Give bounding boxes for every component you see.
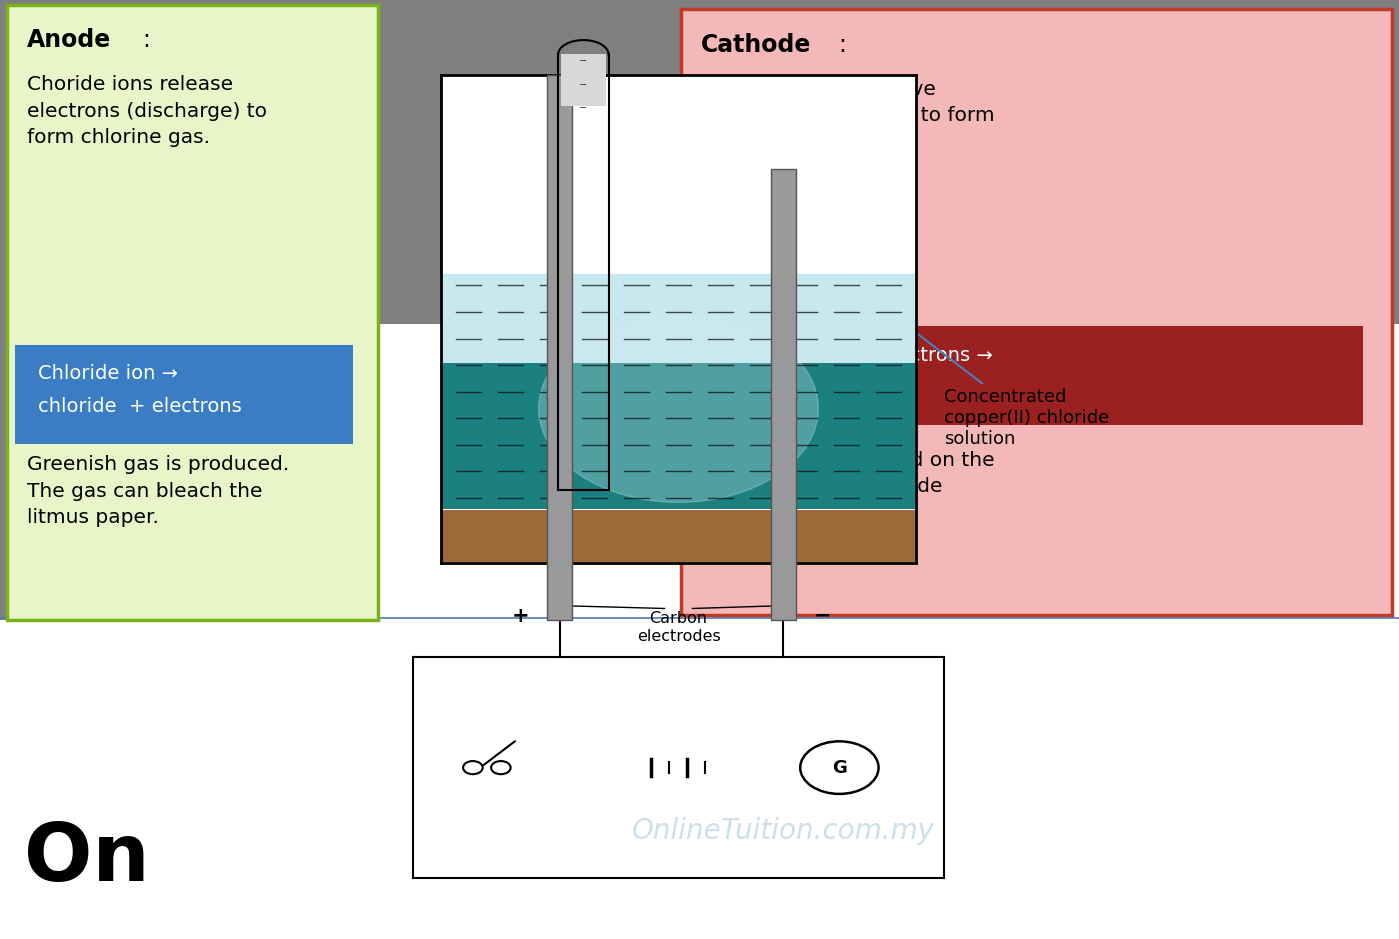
Text: :: : xyxy=(838,33,846,57)
Text: Copper (II) ion + electrons →: Copper (II) ion + electrons → xyxy=(712,346,993,364)
Circle shape xyxy=(539,315,818,502)
FancyBboxPatch shape xyxy=(7,5,378,620)
Text: Cathode: Cathode xyxy=(701,33,811,57)
Text: −: − xyxy=(579,56,588,66)
Text: chloride  + electrons: chloride + electrons xyxy=(38,397,242,416)
FancyBboxPatch shape xyxy=(690,326,1363,425)
FancyBboxPatch shape xyxy=(561,54,606,106)
FancyBboxPatch shape xyxy=(681,9,1392,615)
FancyBboxPatch shape xyxy=(441,75,916,563)
Text: Copper (II) ions receive
electrons (discharge) to form
copper metal: Copper (II) ions receive electrons (disc… xyxy=(701,80,995,152)
FancyBboxPatch shape xyxy=(771,169,796,620)
Text: Concentrated
copper(II) chloride
solution: Concentrated copper(II) chloride solutio… xyxy=(919,334,1109,448)
Circle shape xyxy=(800,742,879,794)
FancyBboxPatch shape xyxy=(442,510,915,562)
Text: Anode: Anode xyxy=(27,28,111,53)
Text: Chloride ion →: Chloride ion → xyxy=(38,364,178,383)
Text: Greenish gas is produced.
The gas can bleach the
litmus paper.: Greenish gas is produced. The gas can bl… xyxy=(27,455,288,528)
Text: G: G xyxy=(832,759,846,777)
Text: Choride ions release
electrons (discharge) to
form chlorine gas.: Choride ions release electrons (discharg… xyxy=(27,75,267,147)
Text: :: : xyxy=(143,28,151,53)
Text: On: On xyxy=(24,820,150,899)
Text: −: − xyxy=(579,80,588,89)
FancyBboxPatch shape xyxy=(0,620,378,939)
FancyBboxPatch shape xyxy=(442,274,915,363)
Text: −: − xyxy=(814,606,831,625)
FancyBboxPatch shape xyxy=(547,75,572,620)
Text: OnlineTuition.com.my: OnlineTuition.com.my xyxy=(632,817,935,845)
FancyBboxPatch shape xyxy=(442,363,915,509)
FancyBboxPatch shape xyxy=(378,324,1399,939)
Text: +: + xyxy=(512,606,529,625)
Text: Carbon
electrodes: Carbon electrodes xyxy=(637,611,720,644)
FancyBboxPatch shape xyxy=(15,345,353,444)
Text: Copper metal: Copper metal xyxy=(712,380,845,399)
Text: −: − xyxy=(579,103,588,113)
Text: Brown solid deposited on the
surface of the electrode: Brown solid deposited on the surface of … xyxy=(701,451,995,496)
